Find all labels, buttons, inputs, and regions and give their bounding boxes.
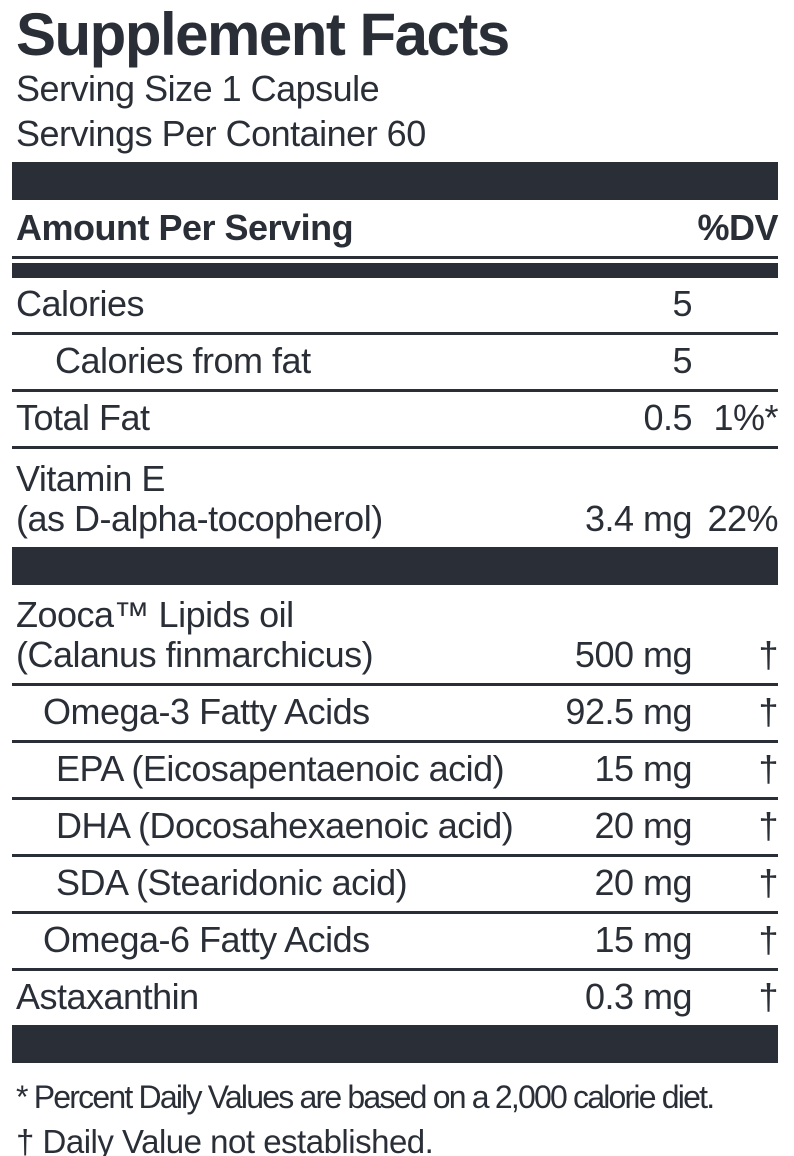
nutrient-row-calories-from-fat: Calories from fat 5 xyxy=(16,335,778,389)
nutrient-row-vitamin-e: Vitamin E (as D-alpha-tocopherol) 3.4 mg… xyxy=(16,449,779,547)
nutrient-row-epa: EPA (Eicosapentaenoic acid) 15 mg † xyxy=(16,743,779,797)
divider-rule xyxy=(12,332,778,335)
nutrient-name: Total Fat xyxy=(16,397,150,438)
nutrient-name: Calories xyxy=(16,283,145,324)
divider-medium-bar xyxy=(12,263,778,278)
nutrient-amount: 92.5 mg xyxy=(565,691,692,732)
nutrient-name: Omega-6 Fatty Acids xyxy=(43,919,370,960)
nutrient-name: SDA (Stearidonic acid) xyxy=(56,862,408,903)
nutrient-row-omega-6: Omega-6 Fatty Acids 15 mg † xyxy=(16,914,779,968)
nutrient-name-line1: Vitamin E xyxy=(16,458,165,499)
serving-size-text: Serving Size 1 Capsule xyxy=(16,68,380,109)
nutrient-name: Omega-3 Fatty Acids xyxy=(43,691,370,732)
divider-rule xyxy=(12,740,778,743)
nutrient-dv: 1%* xyxy=(713,397,778,438)
nutrient-dv: 22% xyxy=(707,498,778,539)
divider-rule xyxy=(12,389,778,392)
amount-per-serving-header: Amount Per Serving xyxy=(16,207,354,248)
divider-thick-bar-top xyxy=(12,162,778,200)
nutrient-amount: 20 mg xyxy=(594,862,692,903)
nutrient-name-line1: Zooca™ Lipids oil xyxy=(16,594,294,635)
divider-rule xyxy=(12,911,778,914)
nutrient-name: EPA (Eicosapentaenoic acid) xyxy=(56,748,505,789)
nutrient-name: DHA (Docosahexaenoic acid) xyxy=(56,805,514,846)
nutrient-dv: † xyxy=(758,748,778,789)
divider-thick-bar-middle xyxy=(12,547,778,585)
nutrient-amount: 15 mg xyxy=(594,748,692,789)
nutrient-amount: 5 xyxy=(672,340,692,381)
nutrient-row-calories: Calories 5 xyxy=(16,278,778,332)
nutrient-row-dha: DHA (Docosahexaenoic acid) 20 mg † xyxy=(16,800,779,854)
nutrient-row-sda: SDA (Stearidonic acid) 20 mg † xyxy=(16,857,779,911)
nutrient-dv: † xyxy=(758,805,778,846)
nutrient-name: Vitamin E (as D-alpha-tocopherol) xyxy=(16,459,552,539)
divider-rule xyxy=(12,683,778,686)
nutrient-dv: † xyxy=(758,862,778,903)
divider-rule xyxy=(12,797,778,800)
nutrient-amount: 0.5 xyxy=(643,397,692,438)
nutrient-name: Astaxanthin xyxy=(16,976,199,1017)
divider-rule xyxy=(12,446,778,449)
nutrient-dv: † xyxy=(758,691,778,732)
nutrient-row-omega-3: Omega-3 Fatty Acids 92.5 mg † xyxy=(16,686,779,740)
nutrient-row-astaxanthin: Astaxanthin 0.3 mg † xyxy=(16,971,779,1025)
divider-thick-bar-bottom xyxy=(12,1025,778,1063)
footnote-daily-value: † Daily Value not established. xyxy=(16,1123,434,1156)
page-title: Supplement Facts xyxy=(16,1,510,68)
nutrient-amount: 5 xyxy=(672,283,692,324)
nutrient-amount: 15 mg xyxy=(594,919,692,960)
divider-rule xyxy=(12,256,778,259)
nutrient-name: Calories from fat xyxy=(55,340,311,381)
percent-dv-header: %DV xyxy=(697,207,778,248)
nutrient-amount: 3.4 mg xyxy=(584,498,693,539)
nutrient-amount: 0.3 mg xyxy=(584,976,693,1017)
nutrient-dv: † xyxy=(758,634,778,675)
nutrient-row-total-fat: Total Fat 0.5 1%* xyxy=(16,392,779,446)
divider-rule xyxy=(12,968,778,971)
nutrient-name-line2: (as D-alpha-tocopherol) xyxy=(16,498,383,539)
footnote-percent-dv: * Percent Daily Values are based on a 2,… xyxy=(16,1079,715,1115)
nutrient-dv: † xyxy=(758,919,778,960)
nutrient-name-line2: (Calanus finmarchicus) xyxy=(16,634,374,675)
table-header-row: Amount Per Serving %DV xyxy=(16,200,779,256)
nutrient-dv: † xyxy=(758,976,778,1017)
nutrient-name: Zooca™ Lipids oil (Calanus finmarchicus) xyxy=(16,595,552,675)
divider-rule xyxy=(12,854,778,857)
nutrient-amount: 20 mg xyxy=(594,805,692,846)
nutrient-row-zooca-lipids-oil: Zooca™ Lipids oil (Calanus finmarchicus)… xyxy=(16,585,779,683)
nutrient-amount: 500 mg xyxy=(574,634,693,675)
servings-per-container-text: Servings Per Container 60 xyxy=(16,113,426,154)
